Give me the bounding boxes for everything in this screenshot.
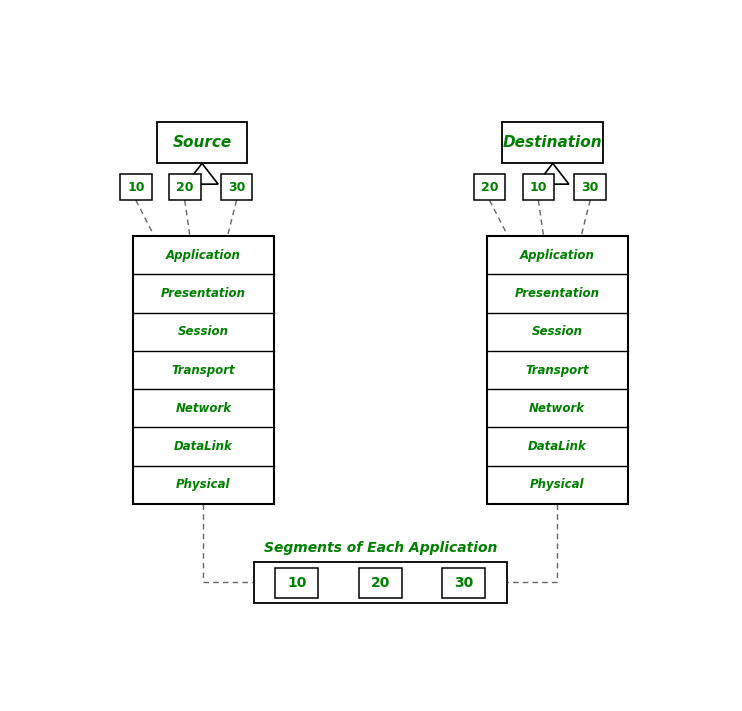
Bar [220, 174, 252, 201]
Text: 30: 30 [582, 181, 599, 193]
Text: 10: 10 [530, 181, 547, 193]
Text: Application: Application [519, 249, 594, 262]
Text: Source: Source [172, 135, 232, 150]
Text: 20: 20 [176, 181, 194, 193]
Text: 30: 30 [454, 576, 473, 590]
Bar [157, 122, 246, 164]
Text: Transport: Transport [171, 363, 235, 377]
Text: Session: Session [531, 325, 582, 338]
Bar [133, 236, 274, 504]
Text: 10: 10 [127, 181, 145, 193]
Bar [442, 568, 485, 598]
Bar [358, 568, 402, 598]
Text: Physical: Physical [530, 479, 585, 491]
Text: Segments of Each Application: Segments of Each Application [263, 541, 497, 555]
Text: Application: Application [166, 249, 241, 262]
Bar [120, 174, 151, 201]
Bar [169, 174, 200, 201]
Text: Presentation: Presentation [515, 287, 600, 300]
Bar [275, 568, 318, 598]
Text: Session: Session [178, 325, 229, 338]
Text: 10: 10 [287, 576, 306, 590]
Text: 20: 20 [481, 181, 499, 193]
Text: Presentation: Presentation [161, 287, 246, 300]
Bar [574, 174, 606, 201]
Text: Physical: Physical [176, 479, 231, 491]
Text: Destination: Destination [503, 135, 603, 150]
Bar [473, 174, 505, 201]
Text: Network: Network [175, 402, 232, 415]
Text: DataLink: DataLink [174, 440, 233, 453]
Text: Network: Network [529, 402, 585, 415]
Text: 30: 30 [228, 181, 245, 193]
Text: DataLink: DataLink [528, 440, 586, 453]
Bar [254, 562, 507, 603]
Text: Transport: Transport [525, 363, 589, 377]
Bar [522, 174, 554, 201]
Text: 20: 20 [370, 576, 390, 590]
Bar [502, 122, 603, 164]
Bar [487, 236, 628, 504]
